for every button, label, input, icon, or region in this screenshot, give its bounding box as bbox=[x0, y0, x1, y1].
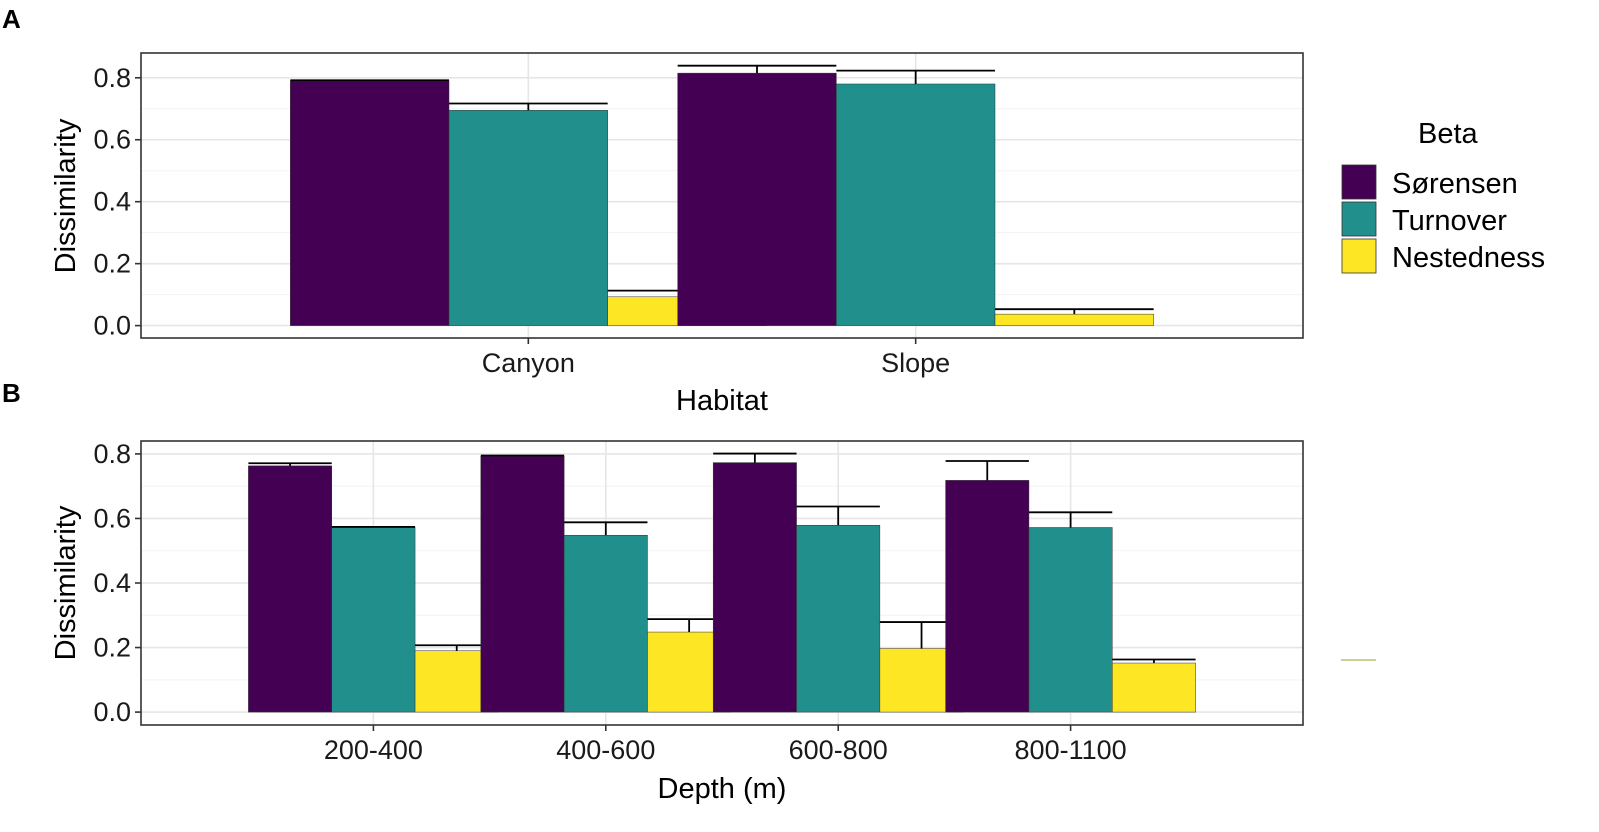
panel-b-bar-sorensen-800-1100 bbox=[945, 480, 1030, 713]
legend-key-nestedness bbox=[1341, 238, 1377, 274]
panel-a-x-tick-label: Slope bbox=[881, 348, 950, 378]
panel-a-bar-sorensen-slope bbox=[677, 72, 837, 326]
legend: Beta Sørensen Turnover Nestedness bbox=[1341, 118, 1545, 274]
panel-b-y-tick-label: 0.2 bbox=[93, 633, 131, 663]
panel-b-bar-sorensen-200-400 bbox=[248, 465, 332, 713]
panel-a-y-tick-label: 0.6 bbox=[93, 125, 131, 155]
panel-a-y-tick-label: 0.0 bbox=[93, 311, 131, 341]
legend-label-nestedness: Nestedness bbox=[1392, 242, 1545, 274]
legend-key-sorensen bbox=[1341, 164, 1377, 200]
panel-a-x-tick-label: Canyon bbox=[482, 348, 575, 378]
panel-a-y-tick-label: 0.8 bbox=[93, 63, 131, 93]
panel-b-x-tick-label: 600-800 bbox=[789, 735, 888, 765]
panel-b-y-tick-label: 0.4 bbox=[93, 568, 131, 598]
panel-a-bar-turnover-slope bbox=[836, 83, 996, 326]
legend-key-turnover bbox=[1341, 201, 1377, 237]
panel-a-bar-sorensen-canyon bbox=[290, 80, 450, 326]
panel-b-bar-sorensen-600-800 bbox=[712, 462, 797, 713]
legend-title: Beta bbox=[1418, 118, 1479, 150]
panel-letter-b: B bbox=[2, 378, 21, 408]
panel-letter-a: A bbox=[2, 4, 21, 34]
panel-a-bar-turnover-canyon bbox=[448, 110, 608, 326]
panel-b-bar-turnover-200-400 bbox=[331, 527, 416, 713]
panel-b-y-tick-label: 0.8 bbox=[93, 439, 131, 469]
panel-a-bar-nestedness-slope bbox=[994, 313, 1154, 326]
panel-b-y-axis-title: Dissimilarity bbox=[50, 505, 82, 660]
panel-b-x-axis-title: Depth (m) bbox=[658, 773, 787, 805]
panel-b-y-tick-label: 0.6 bbox=[93, 503, 131, 533]
panel-b-bar-turnover-600-800 bbox=[796, 524, 881, 713]
panel-b-bar-turnover-400-600 bbox=[563, 534, 648, 713]
panel-b-x-tick-label: 800-1100 bbox=[1015, 735, 1127, 765]
panel-a-y-tick-label: 0.4 bbox=[93, 187, 131, 217]
legend-label-turnover: Turnover bbox=[1392, 205, 1507, 237]
panel-b-chart: 0.0 0.2 0.4 0.6 0.8 200-400 400-600 600-800 800-… bbox=[93, 439, 1304, 765]
legend-label-sorensen: Sørensen bbox=[1392, 168, 1518, 200]
panel-b-x-tick-label: 200-400 bbox=[324, 735, 423, 765]
panel-b-x-tick-label: 400-600 bbox=[556, 735, 655, 765]
panel-a-chart: 0.0 0.2 0.4 0.6 0.8 Canyon Slope bbox=[93, 52, 1304, 378]
panel-a-x-axis-title: Habitat bbox=[676, 385, 768, 417]
panel-a-y-axis-title: Dissimilarity bbox=[50, 118, 82, 273]
panel-b-bar-turnover-800-1100 bbox=[1028, 527, 1113, 713]
panel-b-y-tick-label: 0.0 bbox=[93, 697, 131, 727]
panel-a-border bbox=[140, 52, 1304, 339]
panel-a-y-tick-label: 0.2 bbox=[93, 249, 131, 279]
panel-b-bar-sorensen-400-600 bbox=[480, 455, 565, 713]
panel-b-bar-nestedness-800-1100 bbox=[1112, 662, 1196, 713]
